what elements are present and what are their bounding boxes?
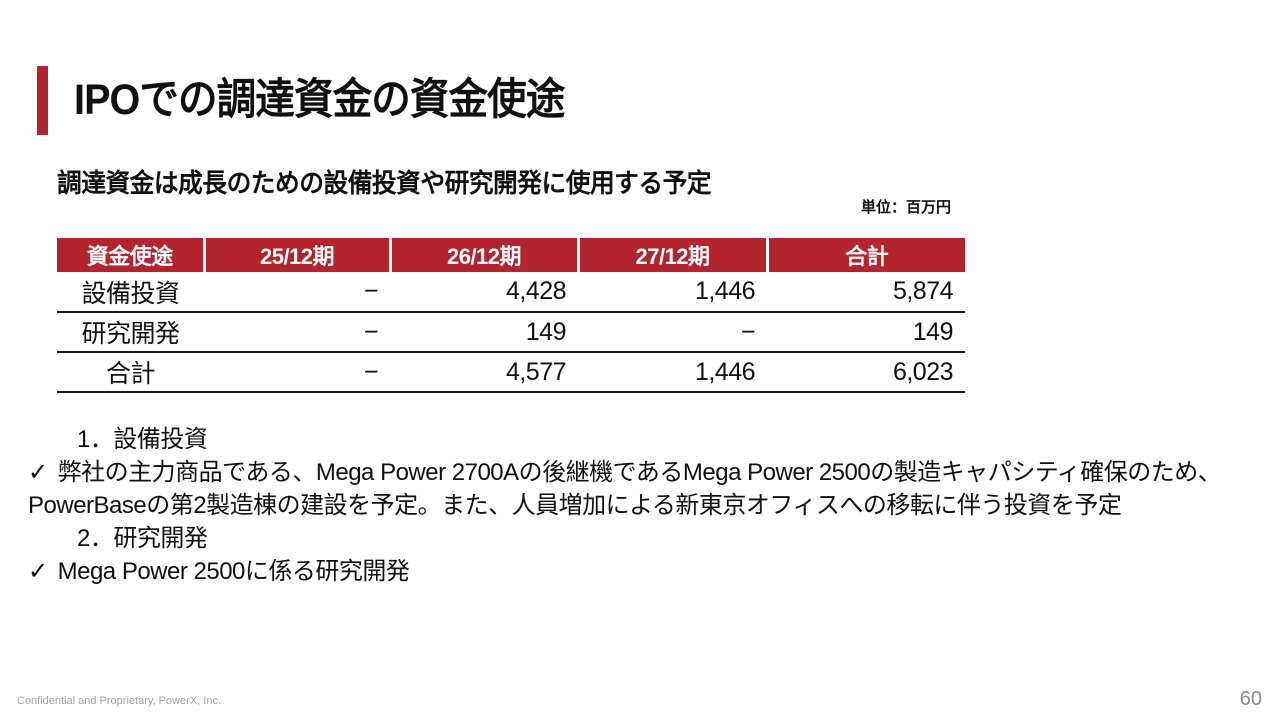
- cell-value: 6,023: [767, 352, 965, 393]
- note-check-capex-continued: PowerBaseの第2製造棟の建設を予定。また、人員増加による新東京オフィスへ…: [28, 489, 1258, 522]
- table-row: 設備投資 − 4,428 1,446 5,874: [57, 272, 965, 313]
- page-number: 60: [1239, 688, 1262, 710]
- table-row: 研究開発 − 149 − 149: [57, 312, 965, 353]
- title-accent-bar: [37, 66, 48, 135]
- cell-value: −: [204, 312, 390, 353]
- column-header-fy25: 25/12期: [202, 238, 390, 272]
- cell-value: −: [578, 312, 767, 353]
- cell-value: 1,446: [578, 272, 767, 313]
- cell-value: 1,446: [578, 352, 767, 393]
- confidentiality-footer: Confidential and Proprietary, PowerX, In…: [17, 695, 222, 707]
- note-check-capex: ✓ 弊社の主力商品である、Mega Power 2700Aの後継機であるMega …: [28, 456, 1258, 489]
- note-check-capex-line2: PowerBaseの第2製造棟の建設を予定。また、人員増加による新東京オフィスへ…: [28, 492, 1122, 519]
- row-label-capex: 設備投資: [57, 272, 204, 313]
- slide-subtitle: 調達資金は成長のための設備投資や研究開発に使用する予定: [57, 168, 712, 198]
- note-heading-capex: 1．設備投資: [77, 426, 208, 453]
- note-check-rd: ✓ Mega Power 2500に係る研究開発: [28, 555, 1258, 588]
- notes-block: 1．設備投資 ✓ 弊社の主力商品である、Mega Power 2700Aの後継機で…: [28, 423, 1258, 588]
- unit-label: 単位：百万円: [860, 199, 951, 216]
- cell-value: 4,577: [390, 352, 578, 393]
- cell-value: 4,428: [390, 272, 578, 313]
- column-header-fund-usage: 資金使途: [57, 238, 204, 272]
- cell-value: 149: [767, 312, 965, 353]
- cell-value: 149: [390, 312, 578, 353]
- note-check-capex-line1: 弊社の主力商品である、Mega Power 2700Aの後継機であるMega P…: [57, 459, 1222, 486]
- cell-value: 5,874: [767, 272, 965, 313]
- note-check-rd-line1: Mega Power 2500に係る研究開発: [57, 558, 410, 585]
- cell-value: −: [204, 272, 390, 313]
- table-row: 合計 − 4,577 1,446 6,023: [57, 352, 965, 393]
- note-heading-rd: 2．研究開発: [77, 525, 208, 552]
- column-header-fy26: 26/12期: [388, 238, 578, 272]
- column-header-fy27: 27/12期: [576, 238, 767, 272]
- table-header-row: 資金使途 25/12期 26/12期 27/12期 合計: [57, 238, 965, 272]
- title-block: IPOでの調達資金の資金使途: [37, 66, 607, 135]
- column-header-total: 合計: [765, 238, 965, 272]
- check-icon: ✓: [28, 459, 48, 486]
- check-icon: ✓: [28, 558, 48, 585]
- row-label-total: 合計: [57, 352, 204, 393]
- row-label-rd: 研究開発: [57, 312, 204, 353]
- page-title: IPOでの調達資金の資金使途: [74, 76, 565, 124]
- funds-usage-table: 資金使途 25/12期 26/12期 27/12期 合計 設備投資 − 4,42…: [57, 238, 965, 393]
- cell-value: −: [204, 352, 390, 393]
